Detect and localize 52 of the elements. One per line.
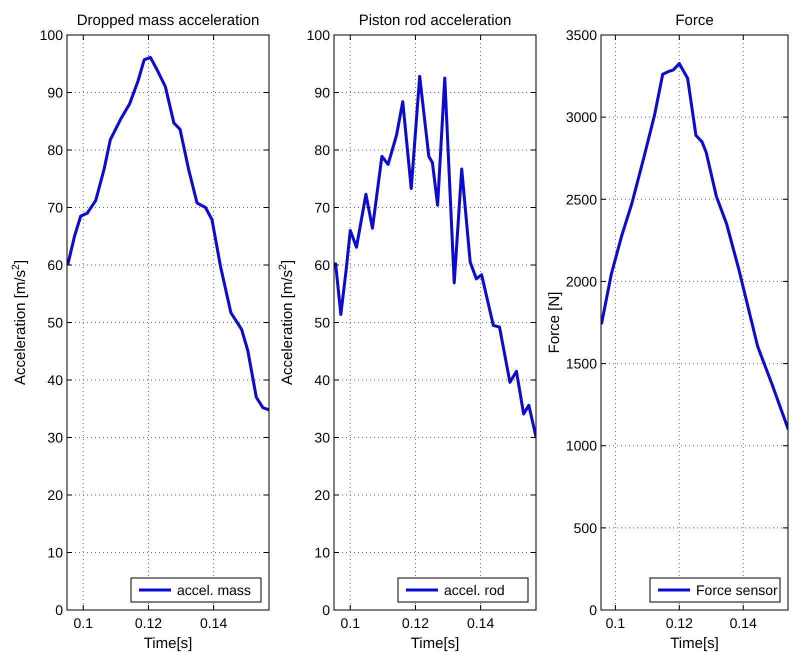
y-tick-label: 3500 [566, 27, 598, 43]
y-tick-label: 10 [314, 544, 330, 560]
y-tick-label: 80 [314, 142, 330, 158]
y-tick-label: 30 [314, 430, 330, 446]
y-tick-label: 60 [47, 257, 64, 273]
legend-label: accel. rod [444, 582, 505, 598]
y-tick-label: 0 [55, 602, 64, 618]
x-tick-label: 0.1 [606, 615, 626, 631]
y-tick-label: 100 [306, 27, 330, 43]
y-tick-label: 100 [40, 27, 64, 43]
y-tick-label: 20 [314, 487, 330, 503]
x-tick-label: 0.14 [200, 615, 228, 631]
y-tick-label: 500 [574, 520, 598, 536]
y-tick-label: 70 [47, 200, 64, 216]
y-tick-label: 40 [314, 372, 330, 388]
x-tick-label: 0.12 [402, 615, 430, 631]
x-tick-label: 0.1 [74, 615, 94, 631]
y-tick-label: 3000 [566, 109, 598, 126]
line-series [334, 74, 536, 438]
y-tick-label: 10 [47, 544, 64, 560]
chart-title: Piston rod acceleration [358, 12, 512, 29]
y-tick-label: 50 [47, 314, 64, 330]
chart-title: Dropped mass acceleration [76, 12, 260, 29]
y-tick-label: 70 [314, 200, 330, 216]
y-tick-label: 90 [47, 84, 64, 100]
x-tick-label: 0.1 [340, 615, 360, 631]
x-tick-label: 0.12 [134, 615, 162, 631]
x-axis-title: Time[s] [144, 635, 192, 652]
y-tick-label: 1500 [566, 356, 598, 372]
y-tick-label: 1000 [566, 438, 598, 454]
y-tick-label: 80 [47, 142, 64, 158]
y-tick-label: 30 [47, 430, 64, 446]
x-tick-label: 0.14 [466, 615, 494, 631]
y-tick-label: 2000 [566, 273, 598, 290]
line-series [67, 56, 269, 412]
chart-title: Force [675, 12, 714, 29]
legend-label: Force sensor [696, 582, 778, 598]
y-tick-label: 50 [314, 314, 330, 330]
y-axis-title: Force [N] [546, 292, 563, 354]
x-tick-label: 0.14 [730, 615, 758, 631]
x-tick-label: 0.12 [666, 615, 694, 631]
y-tick-label: 2500 [566, 191, 598, 208]
legend-label: accel. mass [177, 582, 251, 598]
y-tick-label: 60 [314, 257, 330, 273]
line-series [601, 62, 788, 430]
x-axis-title: Time[s] [670, 635, 719, 652]
y-tick-label: 40 [47, 372, 64, 388]
x-axis-title: Time[s] [410, 635, 460, 652]
y-tick-label: 0 [322, 602, 330, 618]
y-tick-label: 0 [589, 602, 598, 618]
y-tick-label: 20 [47, 487, 64, 503]
y-tick-label: 90 [314, 84, 330, 100]
